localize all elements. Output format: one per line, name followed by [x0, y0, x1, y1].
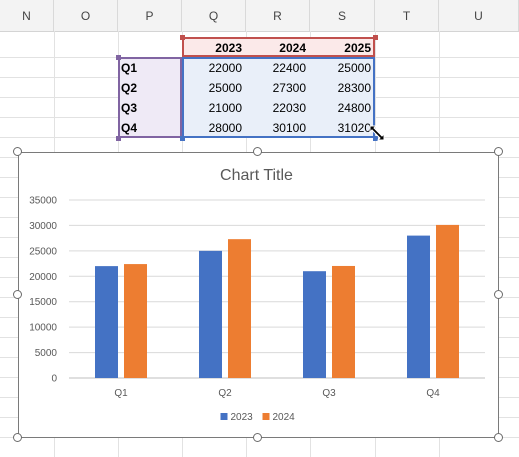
bar-2023-q4	[407, 235, 430, 378]
chart-title: Chart Title	[220, 167, 293, 184]
header-range-handle-tl[interactable]	[180, 35, 185, 40]
y-tick-label: 35000	[29, 196, 57, 207]
row-label-q4[interactable]: Q4	[121, 121, 138, 135]
value-cell[interactable]: 24800	[337, 101, 371, 115]
bar-2024-q2	[228, 239, 251, 378]
header-cell-2024[interactable]: 2024	[279, 41, 306, 55]
column-header-r[interactable]: R	[246, 0, 310, 31]
chart-resize-handle-tm[interactable]	[253, 147, 262, 156]
label-range-border[interactable]	[118, 57, 182, 138]
x-tick-label: Q1	[114, 388, 128, 399]
chart-resize-handle-tr[interactable]	[494, 147, 503, 156]
column-header-u[interactable]: U	[439, 0, 519, 31]
resize-cursor-icon	[369, 125, 385, 141]
x-tick-label: Q2	[218, 388, 232, 399]
value-range-fill	[182, 57, 375, 138]
value-cell[interactable]: 31020	[337, 121, 371, 135]
bar-2023-q2	[199, 250, 222, 378]
value-cell[interactable]: 30100	[272, 121, 306, 135]
row-label-q3[interactable]: Q3	[121, 101, 138, 115]
y-tick-label: 15000	[29, 297, 57, 308]
label-range-fill	[118, 57, 182, 138]
value-range-border[interactable]	[182, 57, 375, 138]
header-range-fill	[182, 37, 375, 57]
bar-2024-q1	[124, 264, 147, 378]
value-cell[interactable]: 22400	[272, 61, 306, 75]
column-header-q[interactable]: Q	[182, 0, 246, 31]
header-range-handle-tr[interactable]	[373, 35, 378, 40]
row-label-q1[interactable]: Q1	[121, 61, 138, 75]
chart-resize-handle-mr[interactable]	[494, 290, 503, 299]
column-header-n[interactable]: N	[0, 0, 54, 31]
chart-resize-handle-tl[interactable]	[13, 147, 22, 156]
legend-label-2023: 2023	[231, 412, 254, 423]
bar-chart: Chart Title 0 5000 10000 15000 20000 25000 3000…	[29, 167, 485, 423]
value-cell[interactable]: 25000	[208, 81, 242, 95]
y-tick-label: 10000	[29, 323, 57, 334]
bar-2023-q1	[95, 266, 118, 378]
column-header-o[interactable]: O	[54, 0, 118, 31]
y-tick-label: 20000	[29, 272, 57, 283]
y-tick-label: 0	[51, 374, 57, 385]
header-cell-2025[interactable]: 2025	[344, 41, 371, 55]
column-header-p[interactable]: P	[118, 0, 182, 31]
value-range-handle-bl[interactable]	[180, 136, 185, 141]
value-cell[interactable]: 27300	[272, 81, 306, 95]
label-range-handle-bl[interactable]	[116, 136, 121, 141]
value-cell[interactable]: 28000	[208, 121, 242, 135]
value-cell[interactable]: 21000	[208, 101, 242, 115]
value-cell[interactable]: 28300	[337, 81, 371, 95]
y-tick-label: 5000	[35, 348, 58, 359]
x-tick-label: Q3	[322, 388, 336, 399]
bar-2024-q3	[332, 265, 355, 378]
column-header-t[interactable]: T	[375, 0, 439, 31]
bar-2024-q4	[436, 224, 459, 378]
bar-2023-q3	[303, 271, 326, 378]
header-cell-2023[interactable]: 2023	[215, 41, 242, 55]
y-tick-label: 30000	[29, 221, 57, 232]
value-cell[interactable]: 22000	[208, 61, 242, 75]
chart-resize-handle-br[interactable]	[494, 433, 503, 442]
row-label-q2[interactable]: Q2	[121, 81, 138, 95]
chart-resize-handle-bl[interactable]	[13, 433, 22, 442]
legend-label-2024: 2024	[273, 412, 296, 423]
header-range-border[interactable]	[182, 37, 375, 57]
chart-resize-handle-bm[interactable]	[253, 433, 262, 442]
column-header-s[interactable]: S	[310, 0, 375, 31]
y-tick-label: 25000	[29, 246, 57, 257]
legend-swatch-2024	[262, 413, 270, 420]
label-range-handle-tl[interactable]	[116, 55, 121, 60]
chart-object[interactable]: Chart Title 0 5000 10000 15000 20000 25000 3000…	[18, 152, 499, 438]
value-cell[interactable]: 25000	[337, 61, 371, 75]
chart-resize-handle-ml[interactable]	[13, 290, 22, 299]
value-cell[interactable]: 22030	[272, 101, 306, 115]
x-tick-label: Q4	[426, 388, 440, 399]
legend-swatch-2023	[220, 413, 228, 420]
value-range-handle-br[interactable]	[373, 136, 378, 141]
